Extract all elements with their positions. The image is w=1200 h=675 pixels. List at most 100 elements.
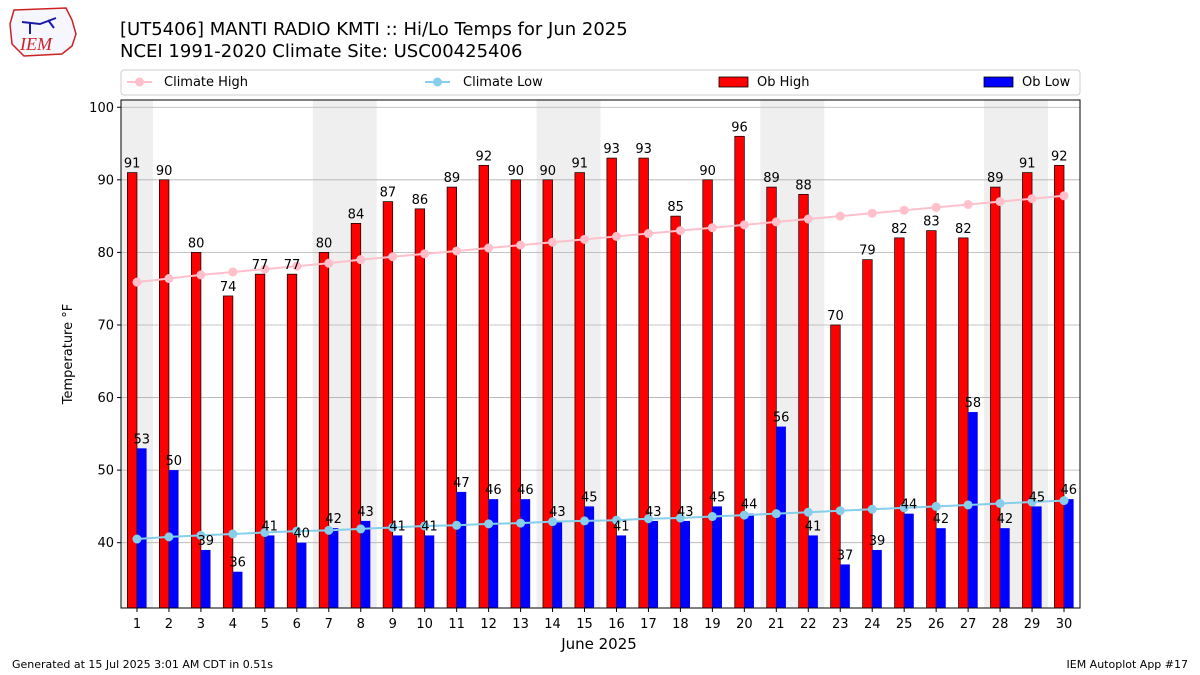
point-climate-high (132, 277, 142, 287)
point-climate-high (643, 229, 653, 239)
label-ob-high: 93 (603, 142, 620, 157)
label-ob-high: 82 (891, 222, 908, 237)
label-ob-high: 90 (539, 164, 556, 179)
bar-ob-low (936, 528, 946, 608)
label-ob-low: 47 (453, 476, 470, 491)
x-tick-label: 19 (704, 617, 721, 632)
x-tick-label: 8 (357, 617, 365, 632)
label-ob-low: 43 (645, 505, 662, 520)
label-ob-high: 79 (859, 244, 876, 259)
point-climate-high (675, 226, 685, 236)
label-ob-low: 40 (293, 527, 310, 542)
label-ob-high: 90 (699, 164, 716, 179)
x-tick-label: 1 (133, 617, 141, 632)
y-tick-label: 100 (89, 101, 114, 116)
bar-ob-high (1054, 164, 1065, 609)
x-tick-label: 26 (928, 617, 945, 632)
point-climate-low (484, 519, 494, 529)
x-axis: 1 2 3 4 5 6 7 8 9 10 11 12 13 14 15 16 17 18 19 20 21 22 23 24 2… (133, 608, 1072, 632)
point-climate-high (292, 261, 302, 271)
footer-app: IEM Autoplot App #17 (1066, 658, 1189, 671)
point-climate-high (931, 202, 941, 212)
label-ob-high: 77 (284, 258, 301, 273)
label-ob-high: 87 (380, 186, 397, 201)
label-ob-high: 92 (1051, 149, 1068, 164)
line-climate-low (136, 499, 1065, 541)
point-climate-low (356, 524, 366, 534)
x-tick-label: 22 (800, 617, 817, 632)
bar-ob-low (872, 549, 882, 608)
bars (127, 135, 1074, 609)
point-climate-low (803, 507, 813, 517)
point-climate-high (260, 264, 270, 274)
point-climate-high (611, 231, 621, 241)
bar-ob-low (168, 470, 179, 608)
label-ob-low: 42 (933, 512, 950, 527)
point-climate-high (995, 197, 1005, 207)
point-climate-high (324, 258, 334, 268)
label-ob-low: 43 (357, 505, 374, 520)
bar-ob-low (424, 535, 435, 608)
point-climate-low (196, 530, 206, 540)
x-tick-label: 16 (608, 617, 625, 632)
point-climate-low (388, 522, 398, 532)
point-climate-low (739, 510, 749, 520)
point-climate-high (580, 234, 590, 244)
label-ob-low: 43 (549, 505, 566, 520)
point-climate-high (452, 246, 462, 256)
label-ob-low: 46 (485, 483, 502, 498)
point-climate-low (835, 506, 845, 516)
point-climate-low (643, 514, 653, 524)
x-tick-label: 30 (1056, 617, 1073, 632)
logo-text: IEM (19, 34, 53, 54)
bar-ob-high (190, 252, 202, 609)
y-tick-label: 60 (97, 391, 114, 406)
bar-ob-high (862, 259, 873, 609)
bar-ob-low (648, 520, 659, 608)
legend: Climate High Climate Low Ob High Ob Low (120, 69, 1081, 96)
label-ob-low: 50 (165, 454, 182, 469)
bar-value-labels: 91 90 80 74 77 77 80 84 87 86 89 92 90 90 91 93 93 85 90 96… (124, 120, 1077, 570)
label-ob-high: 90 (156, 164, 173, 179)
y-axis-label: Temperature °F (61, 304, 76, 405)
x-tick-label: 4 (229, 617, 237, 632)
x-tick-label: 27 (960, 617, 977, 632)
legend-label-ob-high: Ob High (757, 75, 810, 90)
bar-ob-low (488, 499, 499, 608)
bar-ob-high (830, 324, 841, 609)
point-climate-high (867, 208, 877, 218)
label-ob-high: 91 (571, 157, 588, 172)
bar-ob-high (286, 273, 298, 609)
bar-ob-low (232, 571, 243, 608)
point-climate-high (1059, 191, 1069, 201)
bar-ob-low (1064, 499, 1074, 608)
point-climate-low (1027, 497, 1037, 507)
bar-ob-high (159, 179, 170, 609)
bar-ob-high (638, 157, 649, 609)
label-ob-high: 91 (1019, 157, 1036, 172)
label-ob-low: 43 (677, 505, 694, 520)
label-ob-high: 86 (412, 193, 429, 208)
bar-ob-high (894, 237, 905, 609)
point-climate-high (835, 211, 845, 221)
x-tick-label: 11 (448, 617, 465, 632)
bar-ob-high (606, 157, 617, 609)
bar-ob-low (360, 520, 371, 608)
point-climate-low (995, 498, 1005, 508)
label-ob-high: 85 (667, 200, 684, 215)
label-ob-high: 80 (316, 236, 333, 251)
point-climate-high (388, 252, 398, 262)
bar-ob-low (616, 535, 627, 608)
label-ob-low: 46 (517, 483, 534, 498)
bar-ob-low (552, 520, 563, 608)
bar-ob-low (840, 564, 850, 608)
x-axis-label: June 2025 (560, 635, 637, 653)
label-ob-high: 91 (124, 157, 141, 172)
plot-frame (120, 99, 1081, 609)
point-climate-high (1027, 194, 1037, 204)
point-climate-low (771, 509, 781, 519)
bar-ob-high (670, 215, 681, 609)
point-climate-high (707, 223, 717, 233)
x-tick-label: 18 (672, 617, 689, 632)
